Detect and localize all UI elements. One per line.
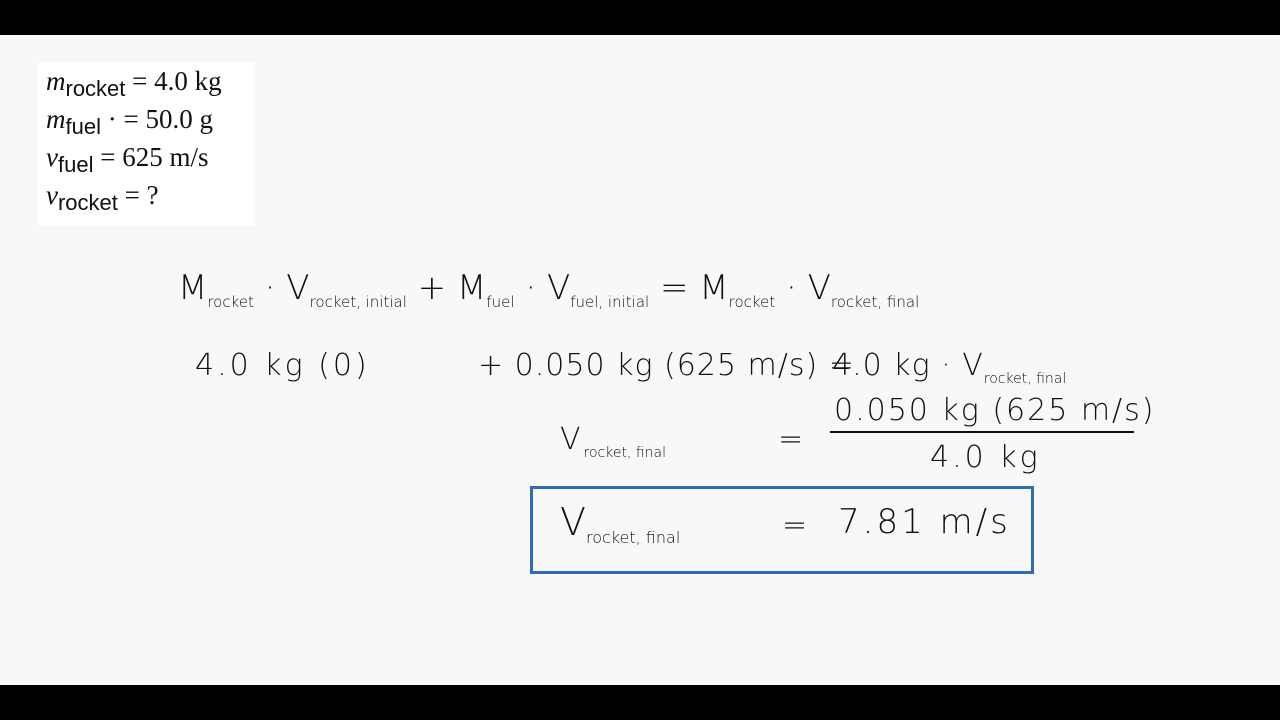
subscript: rocket, final (586, 528, 681, 547)
term: M (178, 268, 208, 308)
result-box (530, 486, 1034, 574)
term: = M (649, 268, 729, 308)
substitution-right: 4.0 kg · Vrocket, final (832, 348, 1066, 387)
subscript: rocket, final (983, 371, 1067, 387)
term: + M (406, 268, 487, 308)
subscript: rocket (65, 76, 126, 101)
term: V (560, 422, 584, 457)
fraction-bar (830, 431, 1134, 433)
substitution-middle: + 0.050 kg (625 m/s) = (478, 348, 855, 383)
substitution-left: 4.0 kg (0) (195, 348, 370, 383)
subscript: fuel (65, 114, 101, 139)
term: · V (514, 268, 571, 308)
symbol: v (46, 142, 58, 172)
result-equals: = (782, 508, 811, 543)
given-v-rocket: vrocket = ? (46, 180, 159, 216)
fraction-denominator: 4.0 kg (930, 440, 1041, 475)
term: V (560, 500, 586, 544)
subscript: fuel (57, 152, 94, 177)
value: = 625 m/s (93, 142, 209, 172)
value: = ? (117, 180, 159, 210)
solve-equals: = (778, 422, 807, 457)
given-m-fuel: mfuel · = 50.0 g (46, 104, 213, 140)
term: · V (775, 268, 831, 308)
result-value: 7.81 m/s (838, 502, 1011, 542)
subscript: fuel (486, 293, 515, 311)
subscript: rocket (728, 293, 776, 311)
subscript: rocket, initial (309, 293, 407, 311)
symbol: m (46, 66, 66, 96)
momentum-equation: Mrocket · Vrocket, initial + Mfuel · Vfu… (178, 268, 919, 311)
fraction-numerator: 0.050 kg (625 m/s) (834, 393, 1156, 428)
given-values-panel: mrocket = 4.0 kg mfuel · = 50.0 g vfuel … (38, 62, 255, 226)
given-m-rocket: mrocket = 4.0 kg (46, 66, 222, 102)
value: = 4.0 kg (125, 66, 222, 96)
subscript: rocket (207, 293, 254, 311)
term: 4.0 kg · V (832, 348, 984, 383)
given-v-fuel: vfuel = 625 m/s (46, 142, 208, 178)
subscript: rocket, final (583, 445, 667, 461)
subscript: fuel, initial (570, 293, 650, 311)
value: · = 50.0 g (100, 104, 213, 134)
term: · V (253, 268, 310, 308)
result-lhs: Vrocket, final (560, 500, 680, 547)
solve-lhs: Vrocket, final (560, 422, 666, 461)
symbol: m (46, 104, 66, 134)
subscript: rocket (57, 190, 118, 215)
symbol: v (46, 180, 58, 210)
subscript: rocket, final (830, 293, 920, 311)
